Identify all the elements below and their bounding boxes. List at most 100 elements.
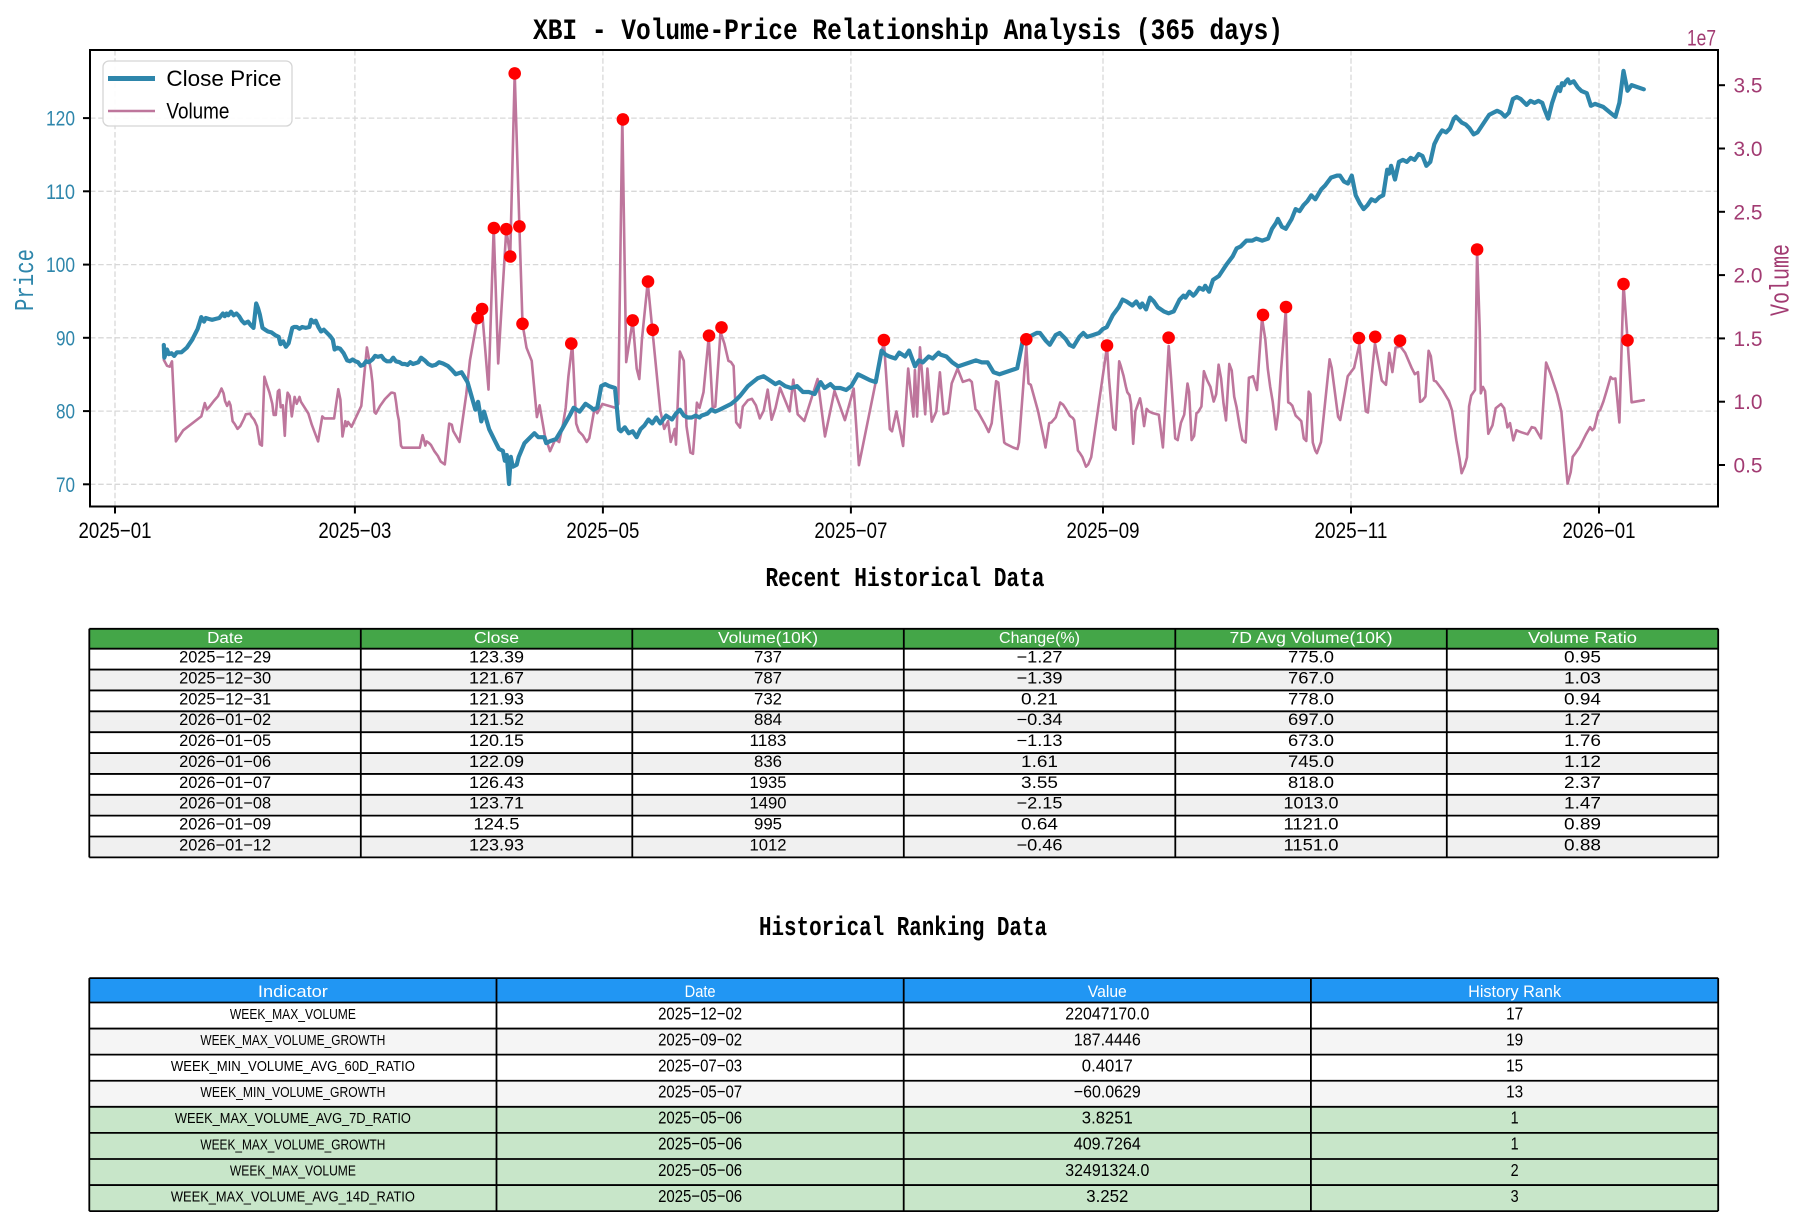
svg-text:1151.0: 1151.0 [1284,836,1339,854]
svg-text:3.0: 3.0 [1734,138,1763,161]
svg-text:2025−01: 2025−01 [79,518,152,543]
svg-text:0.89: 0.89 [1564,816,1601,834]
svg-text:0.64: 0.64 [1021,816,1058,834]
svg-text:2.5: 2.5 [1734,201,1763,224]
svg-text:745.0: 745.0 [1288,753,1334,771]
svg-text:2025−05−06: 2025−05−06 [658,1186,742,1206]
svg-text:−2.15: −2.15 [1017,795,1063,813]
svg-text:1.0: 1.0 [1734,391,1763,414]
svg-text:1.5: 1.5 [1734,328,1763,351]
svg-text:Close Price: Close Price [166,66,281,91]
svg-text:WEEK_MAX_VOLUME_AVG_14D_RATIO: WEEK_MAX_VOLUME_AVG_14D_RATIO [171,1190,415,1206]
svg-text:2025−12−29: 2025−12−29 [179,649,271,667]
svg-text:187.4446: 187.4446 [1074,1029,1141,1049]
svg-text:3: 3 [1511,1186,1519,1206]
svg-text:2026−01−09: 2026−01−09 [179,816,271,834]
svg-text:0.94: 0.94 [1564,690,1601,708]
svg-text:Close: Close [474,630,519,647]
svg-text:124.5: 124.5 [474,816,520,834]
svg-text:2025−05−07: 2025−05−07 [658,1082,742,1102]
svg-text:1e7: 1e7 [1687,26,1716,51]
svg-text:121.67: 121.67 [469,670,524,688]
svg-text:WEEK_MIN_VOLUME_GROWTH: WEEK_MIN_VOLUME_GROWTH [200,1085,385,1101]
svg-text:2026−01−08: 2026−01−08 [179,795,271,813]
svg-text:3.55: 3.55 [1021,774,1058,792]
svg-text:70: 70 [56,474,75,497]
svg-text:−0.46: −0.46 [1017,836,1063,854]
svg-text:2026−01−05: 2026−01−05 [179,732,271,750]
svg-text:2026−01−07: 2026−01−07 [179,774,271,792]
svg-text:123.71: 123.71 [469,795,524,813]
svg-text:110: 110 [46,181,75,204]
svg-text:Indicator: Indicator [258,982,328,1001]
svg-text:17: 17 [1506,1003,1523,1023]
svg-text:Historical Ranking Data: Historical Ranking Data [759,914,1047,944]
svg-text:2026−01−12: 2026−01−12 [179,836,271,854]
svg-text:3.252: 3.252 [1086,1186,1128,1206]
svg-text:−1.39: −1.39 [1017,670,1063,688]
svg-text:Date: Date [207,630,243,647]
svg-text:1183: 1183 [750,732,787,750]
svg-text:1121.0: 1121.0 [1284,816,1339,834]
svg-text:7D Avg Volume(10K): 7D Avg Volume(10K) [1230,630,1393,647]
svg-text:818.0: 818.0 [1288,774,1334,792]
svg-text:−60.0629: −60.0629 [1074,1082,1141,1102]
svg-text:History Rank: History Rank [1468,982,1561,1001]
svg-text:2026−01: 2026−01 [1563,518,1636,543]
svg-text:Value: Value [1088,982,1127,1001]
svg-text:Change(%): Change(%) [999,630,1080,647]
svg-text:123.39: 123.39 [469,649,524,667]
svg-text:767.0: 767.0 [1288,670,1334,688]
svg-text:1.27: 1.27 [1564,711,1601,729]
svg-text:775.0: 775.0 [1288,649,1334,667]
svg-text:778.0: 778.0 [1288,690,1334,708]
svg-text:WEEK_MIN_VOLUME_AVG_60D_RATIO: WEEK_MIN_VOLUME_AVG_60D_RATIO [171,1059,415,1075]
svg-text:2: 2 [1511,1160,1519,1180]
svg-text:0.21: 0.21 [1021,690,1058,708]
svg-text:Price: Price [12,249,42,311]
svg-text:409.7264: 409.7264 [1074,1134,1141,1154]
svg-text:Date: Date [685,982,716,1001]
svg-text:122.09: 122.09 [469,753,524,771]
svg-text:2.37: 2.37 [1564,774,1601,792]
svg-text:2025−05−06: 2025−05−06 [658,1160,742,1180]
svg-text:−1.27: −1.27 [1017,649,1063,667]
svg-text:2025−07−03: 2025−07−03 [658,1055,742,1075]
svg-text:0.4017: 0.4017 [1082,1055,1133,1075]
svg-text:13: 13 [1506,1082,1523,1102]
svg-text:120: 120 [46,108,75,131]
svg-text:2025−05−06: 2025−05−06 [658,1108,742,1128]
svg-text:22047170.0: 22047170.0 [1065,1003,1149,1023]
svg-text:1935: 1935 [750,774,787,792]
svg-text:2025−09: 2025−09 [1067,518,1140,543]
svg-text:3.8251: 3.8251 [1082,1108,1133,1128]
svg-text:0.88: 0.88 [1564,836,1601,854]
svg-text:995: 995 [754,816,782,834]
svg-text:1.47: 1.47 [1564,795,1601,813]
svg-text:1.76: 1.76 [1564,732,1601,750]
svg-text:15: 15 [1506,1055,1523,1075]
svg-text:884: 884 [754,711,782,729]
svg-text:WEEK_MAX_VOLUME_GROWTH: WEEK_MAX_VOLUME_GROWTH [200,1137,385,1153]
svg-text:19: 19 [1506,1029,1523,1049]
svg-text:Volume(10K): Volume(10K) [718,630,818,647]
svg-text:Recent Historical Data: Recent Historical Data [766,565,1045,595]
svg-text:80: 80 [56,401,75,424]
svg-text:2.0: 2.0 [1734,265,1763,288]
svg-text:90: 90 [56,327,75,350]
svg-text:2025−05−06: 2025−05−06 [658,1134,742,1154]
svg-text:732: 732 [754,690,782,708]
svg-text:Volume: Volume [1768,244,1798,316]
svg-text:787: 787 [754,670,782,688]
svg-text:1.12: 1.12 [1564,753,1601,771]
svg-text:737: 737 [754,649,782,667]
svg-text:121.93: 121.93 [469,690,524,708]
svg-text:−1.13: −1.13 [1017,732,1063,750]
svg-text:1490: 1490 [750,795,787,813]
svg-text:2025−12−30: 2025−12−30 [179,670,271,688]
svg-text:100: 100 [46,254,75,277]
svg-text:2025−12−02: 2025−12−02 [658,1003,742,1023]
svg-text:Volume Ratio: Volume Ratio [1528,630,1637,647]
svg-text:3.5: 3.5 [1734,75,1763,98]
svg-text:0.5: 0.5 [1734,455,1763,478]
